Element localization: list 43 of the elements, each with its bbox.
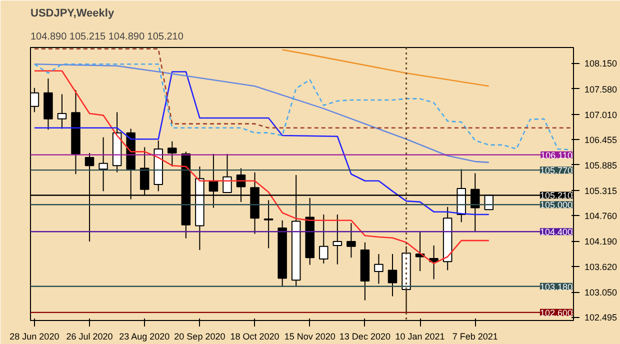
x-tick-label: 7 Feb 2021: [452, 332, 498, 342]
line-series: [34, 71, 490, 216]
candlestick: [319, 214, 328, 264]
candlestick: [346, 222, 356, 258]
y-tick-label: 107.580: [584, 84, 618, 94]
y-tick-label: 106.455: [584, 134, 618, 145]
y-tick-label: 104.190: [584, 236, 618, 247]
ref-line-label: 105.770: [540, 166, 573, 176]
y-tick-label: 108.150: [584, 58, 618, 69]
x-tick-label: 26 Jul 2020: [66, 332, 113, 342]
y-tick-label: 105.315: [584, 186, 618, 196]
ref-line-label: 103.180: [540, 282, 573, 292]
ref-line-label: 102.600: [540, 308, 573, 318]
candlestick: [57, 94, 67, 130]
line-series: [34, 63, 572, 151]
y-tick-label: 107.010: [584, 110, 618, 120]
candlestick: [168, 140, 177, 167]
candlestick: [264, 200, 274, 249]
y-tick-label: 104.760: [584, 210, 618, 221]
y-tick-label: 102.495: [584, 312, 618, 323]
line-series: [282, 49, 490, 87]
x-tick-label: 10 Jan 2021: [395, 332, 445, 342]
x-tick-label: 23 Aug 2020: [119, 332, 170, 342]
candlestick: [374, 254, 384, 284]
ref-line-label: 106.110: [540, 150, 573, 160]
line-series: [34, 63, 490, 164]
chart-title: USDJPY,Weekly: [30, 8, 115, 20]
y-tick-label: 103.620: [584, 262, 618, 272]
y-tick-label: 103.050: [584, 288, 618, 298]
x-tick-label: 28 Jun 2020: [10, 332, 60, 342]
x-tick-label: 18 Oct 2020: [230, 332, 280, 342]
x-tick-label: 20 Sep 2020: [174, 332, 226, 342]
candlestick: [332, 214, 342, 265]
line-series: [34, 70, 490, 264]
y-tick-label: 105.885: [584, 160, 618, 170]
x-tick-label: 15 Nov 2020: [284, 332, 336, 342]
chart-subtitle: 104.890 105.215 104.890 105.210: [30, 32, 184, 42]
candlestick: [98, 136, 108, 192]
x-tick-label: 13 Dec 2020: [339, 332, 390, 342]
candlestick: [388, 254, 398, 297]
ref-line-label: 104.400: [540, 227, 573, 238]
ref-line-label: 105.000: [540, 200, 573, 210]
ref-line-label: 105.210: [540, 190, 573, 201]
